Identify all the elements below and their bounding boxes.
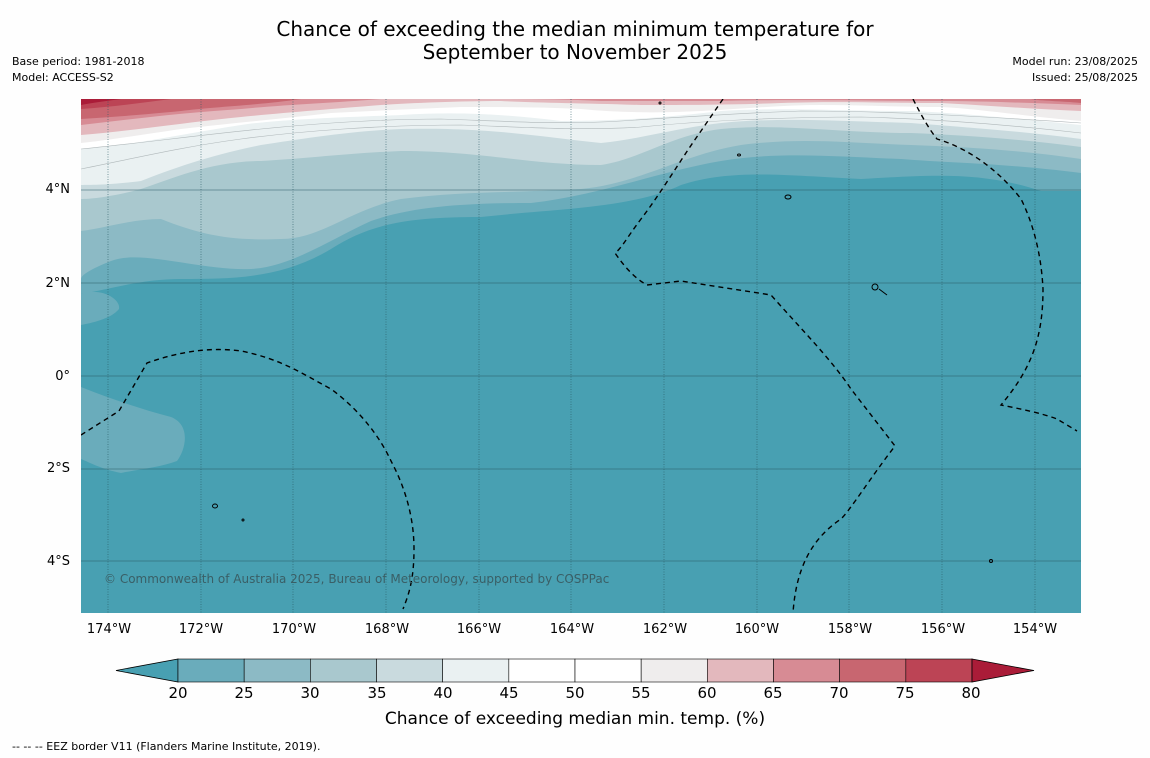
island-3 bbox=[241, 518, 245, 522]
island-kiritimati-lagoon bbox=[878, 288, 888, 296]
contour-60-65 bbox=[81, 99, 1081, 135]
contour-80 bbox=[81, 99, 121, 105]
colorbar-segment bbox=[508, 658, 576, 683]
contour-equator-lobe bbox=[81, 387, 185, 473]
island-1 bbox=[784, 194, 792, 200]
lon-gridlines bbox=[107, 99, 1036, 613]
colorbar-segment bbox=[640, 658, 708, 683]
colorbar-extend-high bbox=[971, 658, 1035, 683]
meta-left: Base period: 1981-2018 Model: ACCESS-S2 bbox=[12, 54, 144, 86]
lat-label-2s: 2°S bbox=[46, 461, 70, 476]
eez-footnote: -- -- -- EEZ border V11 (Flanders Marine… bbox=[12, 740, 321, 753]
colorbar-tick-55: 55 bbox=[631, 684, 651, 702]
colorbar-segment bbox=[905, 658, 973, 683]
lon-label-162w: 162°W bbox=[642, 622, 688, 637]
colorbar-tick-60: 60 bbox=[697, 684, 717, 702]
colorbar-segment bbox=[243, 658, 311, 683]
model-name: Model: ACCESS-S2 bbox=[12, 71, 114, 84]
colorbar-tick-25: 25 bbox=[234, 684, 254, 702]
colorbar-segment bbox=[707, 658, 774, 683]
lon-label-172w: 172°W bbox=[178, 622, 224, 637]
lat-label-2n: 2°N bbox=[45, 276, 71, 291]
contour-70-75-right bbox=[1031, 99, 1081, 103]
colorbar-tick-20: 20 bbox=[168, 684, 188, 702]
colorbar-segment bbox=[839, 658, 907, 683]
contour-70-75 bbox=[81, 99, 301, 119]
colorbar-segment bbox=[310, 658, 377, 683]
island-kiritimati bbox=[871, 283, 879, 291]
eez-borders bbox=[81, 99, 1078, 613]
islands bbox=[212, 101, 993, 563]
contour-40-45 bbox=[81, 99, 1081, 185]
colorbar-tick-50: 50 bbox=[565, 684, 585, 702]
lon-label-170w: 170°W bbox=[271, 622, 317, 637]
lat-label-0: 0° bbox=[55, 369, 70, 384]
colorbar-tick-40: 40 bbox=[433, 684, 453, 702]
lat-gridlines bbox=[81, 189, 1081, 562]
island-4 bbox=[989, 559, 993, 563]
lon-label-158w: 158°W bbox=[827, 622, 873, 637]
colorbar-segment bbox=[773, 658, 840, 683]
colorbar-tick-35: 35 bbox=[367, 684, 387, 702]
colorbar-extend-low bbox=[115, 658, 179, 683]
contour-left-lobe bbox=[81, 291, 120, 325]
lon-label-156w: 156°W bbox=[920, 622, 966, 637]
base-period: Base period: 1981-2018 bbox=[12, 55, 145, 68]
lon-label-168w: 168°W bbox=[364, 622, 410, 637]
island-2 bbox=[212, 503, 218, 509]
lon-label-174w: 174°W bbox=[86, 622, 132, 637]
colorbar-segment bbox=[442, 658, 510, 683]
colorbar-tick-75: 75 bbox=[895, 684, 915, 702]
contour-lines bbox=[81, 110, 1081, 170]
colorbar-tick-65: 65 bbox=[763, 684, 783, 702]
colorbar-tick-70: 70 bbox=[829, 684, 849, 702]
lat-label-4n: 4°N bbox=[45, 182, 71, 197]
copyright-credit: © Commonwealth of Australia 2025, Bureau… bbox=[104, 572, 610, 586]
lon-label-164w: 164°W bbox=[549, 622, 595, 637]
contour-55-60 bbox=[81, 99, 1081, 143]
title-line-2: September to November 2025 bbox=[422, 40, 728, 64]
lon-label-166w: 166°W bbox=[456, 622, 502, 637]
lon-label-154w: 154°W bbox=[1012, 622, 1058, 637]
colorbar-tick-80: 80 bbox=[961, 684, 981, 702]
map-title: Chance of exceeding the median minimum t… bbox=[0, 18, 1150, 64]
colorbar-tick-45: 45 bbox=[499, 684, 519, 702]
colorbar-segment bbox=[177, 658, 245, 683]
colorbar-segments bbox=[115, 658, 1035, 683]
meta-right: Model run: 23/08/2025 Issued: 25/08/2025 bbox=[1012, 54, 1138, 86]
island-6 bbox=[658, 101, 662, 105]
issued-date: Issued: 25/08/2025 bbox=[1031, 71, 1138, 84]
island-5 bbox=[737, 153, 741, 157]
title-line-1: Chance of exceeding the median minimum t… bbox=[276, 17, 874, 41]
colorbar-title: Chance of exceeding median min. temp. (%… bbox=[384, 709, 766, 729]
colorbar-segment bbox=[376, 658, 443, 683]
colorbar-segment bbox=[574, 658, 642, 683]
probability-map bbox=[81, 99, 1081, 613]
model-run: Model run: 23/08/2025 bbox=[1012, 55, 1138, 68]
contour-75-80 bbox=[81, 99, 171, 109]
lon-label-160w: 160°W bbox=[734, 622, 780, 637]
colorbar-tick-30: 30 bbox=[300, 684, 320, 702]
lat-label-4s: 4°S bbox=[46, 554, 70, 569]
